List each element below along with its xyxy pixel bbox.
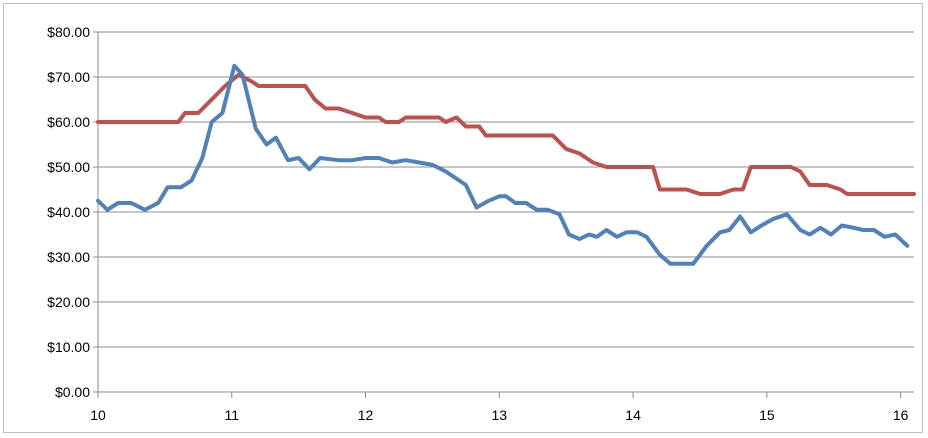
y-tick-label: $10.00 <box>47 339 90 355</box>
series-line-2 <box>96 63 910 266</box>
y-tick-label: $60.00 <box>47 114 90 130</box>
series-lines <box>96 63 916 266</box>
y-tick-label: $40.00 <box>47 204 90 220</box>
x-tick-label: 16 <box>893 407 909 423</box>
series-line-1 <box>96 72 916 196</box>
x-axis-labels: 10 11 12 13 14 15 16 <box>90 407 908 423</box>
x-tick-label: 13 <box>492 407 508 423</box>
y-tick-label: $0.00 <box>55 384 90 400</box>
y-axis-labels: $0.00 $10.00 $20.00 $30.00 $40.00 $50.00 $60.0… <box>47 24 90 400</box>
x-tick-label: 10 <box>90 407 106 423</box>
axes <box>93 31 914 398</box>
y-tick-label: $20.00 <box>47 294 90 310</box>
y-tick-label: $50.00 <box>47 159 90 175</box>
y-tick-label: $70.00 <box>47 69 90 85</box>
gridlines <box>98 31 914 348</box>
x-tick-label: 15 <box>759 407 775 423</box>
x-tick-label: 11 <box>224 407 239 423</box>
y-tick-label: $80.00 <box>47 24 90 40</box>
y-tick-label: $30.00 <box>47 249 90 265</box>
chart-area <box>3 3 923 433</box>
x-tick-label: 14 <box>625 407 641 423</box>
x-tick-label: 12 <box>358 407 374 423</box>
